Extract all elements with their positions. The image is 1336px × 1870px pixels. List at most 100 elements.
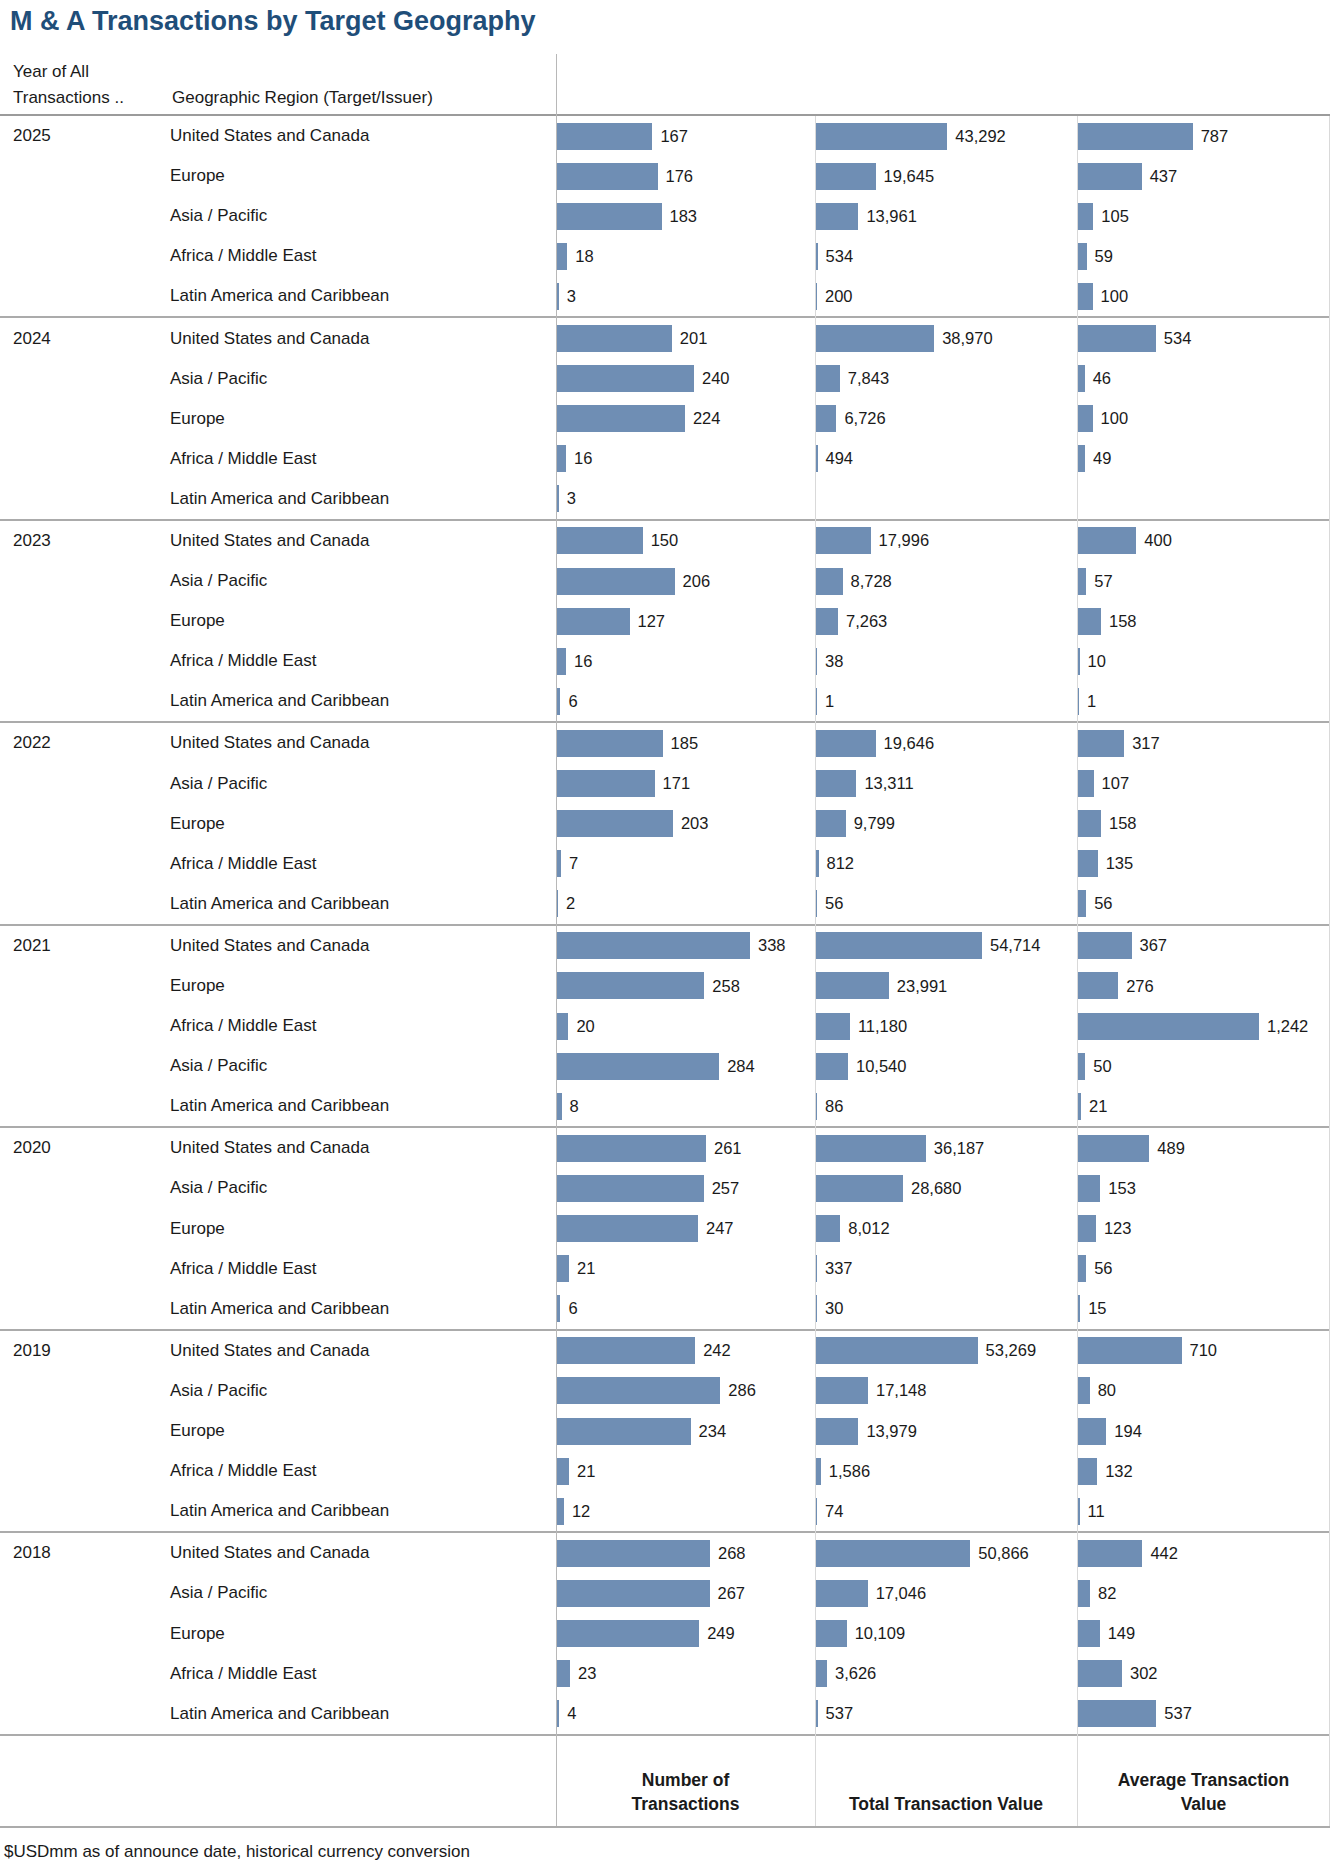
num-transactions-bar[interactable]	[557, 1377, 720, 1404]
num-transactions-bar[interactable]	[557, 1498, 564, 1525]
avg-value-bar[interactable]	[1078, 850, 1098, 877]
avg-value-bar[interactable]	[1078, 243, 1087, 270]
avg-value-bar[interactable]	[1078, 1337, 1182, 1364]
total-value-bar[interactable]	[816, 1700, 818, 1727]
avg-value-bar[interactable]	[1078, 1620, 1100, 1647]
num-transactions-bar[interactable]	[557, 1540, 710, 1567]
avg-value-bar[interactable]	[1078, 1580, 1090, 1607]
total-value-bar[interactable]	[816, 1337, 978, 1364]
total-value-bar[interactable]	[816, 123, 947, 150]
num-transactions-bar[interactable]	[557, 445, 566, 472]
num-transactions-bar[interactable]	[557, 1700, 559, 1727]
total-value-bar[interactable]	[816, 243, 818, 270]
avg-value-bar[interactable]	[1078, 203, 1093, 230]
num-transactions-bar[interactable]	[557, 608, 630, 635]
total-value-bar[interactable]	[816, 1580, 868, 1607]
num-transactions-bar[interactable]	[557, 365, 694, 392]
avg-value-bar[interactable]	[1078, 527, 1136, 554]
total-value-bar[interactable]	[816, 1175, 903, 1202]
avg-value-bar[interactable]	[1078, 730, 1124, 757]
avg-value-bar[interactable]	[1078, 890, 1086, 917]
total-value-bar[interactable]	[816, 1377, 868, 1404]
total-value-bar[interactable]	[816, 1013, 850, 1040]
num-transactions-bar[interactable]	[557, 568, 675, 595]
num-transactions-bar[interactable]	[557, 1418, 691, 1445]
num-transactions-bar[interactable]	[557, 485, 559, 512]
avg-value-bar[interactable]	[1078, 1135, 1149, 1162]
avg-value-bar[interactable]	[1078, 1053, 1085, 1080]
num-transactions-bar[interactable]	[557, 163, 658, 190]
total-value-bar[interactable]	[816, 527, 871, 554]
avg-value-bar[interactable]	[1078, 163, 1142, 190]
year-column-header-line2[interactable]: Transactions ..	[13, 88, 124, 108]
num-transactions-bar[interactable]	[557, 1255, 569, 1282]
avg-value-bar[interactable]	[1078, 1700, 1156, 1727]
num-transactions-bar[interactable]	[557, 850, 561, 877]
num-transactions-bar[interactable]	[557, 527, 643, 554]
num-transactions-bar[interactable]	[557, 1458, 569, 1485]
total-value-bar[interactable]	[816, 1620, 847, 1647]
total-value-bar[interactable]	[816, 1498, 817, 1525]
avg-value-bar[interactable]	[1078, 932, 1132, 959]
avg-value-bar[interactable]	[1078, 770, 1094, 797]
num-transactions-bar[interactable]	[557, 283, 559, 310]
total-value-bar[interactable]	[816, 890, 817, 917]
total-value-bar[interactable]	[816, 688, 817, 715]
num-transactions-bar[interactable]	[557, 405, 685, 432]
avg-value-bar[interactable]	[1078, 568, 1086, 595]
avg-value-bar[interactable]	[1078, 1255, 1086, 1282]
total-value-bar[interactable]	[816, 972, 889, 999]
num-transactions-bar[interactable]	[557, 1053, 719, 1080]
total-value-bar[interactable]	[816, 1458, 821, 1485]
num-transactions-bar[interactable]	[557, 123, 652, 150]
avg-value-bar[interactable]	[1078, 283, 1093, 310]
total-value-bar[interactable]	[816, 648, 817, 675]
total-value-bar[interactable]	[816, 1660, 827, 1687]
num-transactions-bar[interactable]	[557, 203, 662, 230]
total-value-bar[interactable]	[816, 932, 982, 959]
num-transactions-bar[interactable]	[557, 972, 704, 999]
num-transactions-bar[interactable]	[557, 770, 655, 797]
num-transactions-bar[interactable]	[557, 1620, 699, 1647]
total-value-bar[interactable]	[816, 325, 934, 352]
num-transactions-bar[interactable]	[557, 890, 558, 917]
region-column-header[interactable]: Geographic Region (Target/Issuer)	[172, 88, 433, 108]
avg-value-bar[interactable]	[1078, 972, 1118, 999]
num-transactions-bar[interactable]	[557, 1580, 710, 1607]
avg-value-bar[interactable]	[1078, 1660, 1122, 1687]
total-value-bar[interactable]	[816, 405, 836, 432]
avg-value-bar[interactable]	[1078, 810, 1101, 837]
num-transactions-bar[interactable]	[557, 243, 567, 270]
avg-value-bar[interactable]	[1078, 608, 1101, 635]
avg-value-bar[interactable]	[1078, 1458, 1097, 1485]
avg-value-bar[interactable]	[1078, 688, 1079, 715]
total-value-bar[interactable]	[816, 1135, 926, 1162]
total-value-bar[interactable]	[816, 203, 858, 230]
total-value-bar[interactable]	[816, 365, 840, 392]
num-transactions-bar[interactable]	[557, 688, 560, 715]
total-value-bar[interactable]	[816, 1418, 858, 1445]
avg-value-bar[interactable]	[1078, 1013, 1259, 1040]
total-value-bar[interactable]	[816, 1053, 848, 1080]
avg-value-bar[interactable]	[1078, 1377, 1090, 1404]
total-value-bar[interactable]	[816, 568, 843, 595]
total-value-bar[interactable]	[816, 1093, 817, 1120]
avg-value-bar[interactable]	[1078, 1215, 1096, 1242]
avg-value-bar[interactable]	[1078, 405, 1093, 432]
total-value-bar[interactable]	[816, 1215, 840, 1242]
total-value-bar[interactable]	[816, 608, 838, 635]
num-transactions-bar[interactable]	[557, 932, 750, 959]
num-transactions-bar[interactable]	[557, 1660, 570, 1687]
num-transactions-bar[interactable]	[557, 1337, 695, 1364]
total-value-bar[interactable]	[816, 1295, 817, 1322]
num-transactions-bar[interactable]	[557, 325, 672, 352]
avg-value-bar[interactable]	[1078, 1295, 1080, 1322]
avg-value-bar[interactable]	[1078, 1093, 1081, 1120]
num-transactions-bar[interactable]	[557, 648, 566, 675]
avg-value-bar[interactable]	[1078, 365, 1085, 392]
avg-value-bar[interactable]	[1078, 648, 1080, 675]
avg-value-bar[interactable]	[1078, 445, 1085, 472]
total-value-bar[interactable]	[816, 730, 876, 757]
total-value-bar[interactable]	[816, 850, 819, 877]
num-transactions-bar[interactable]	[557, 1175, 704, 1202]
